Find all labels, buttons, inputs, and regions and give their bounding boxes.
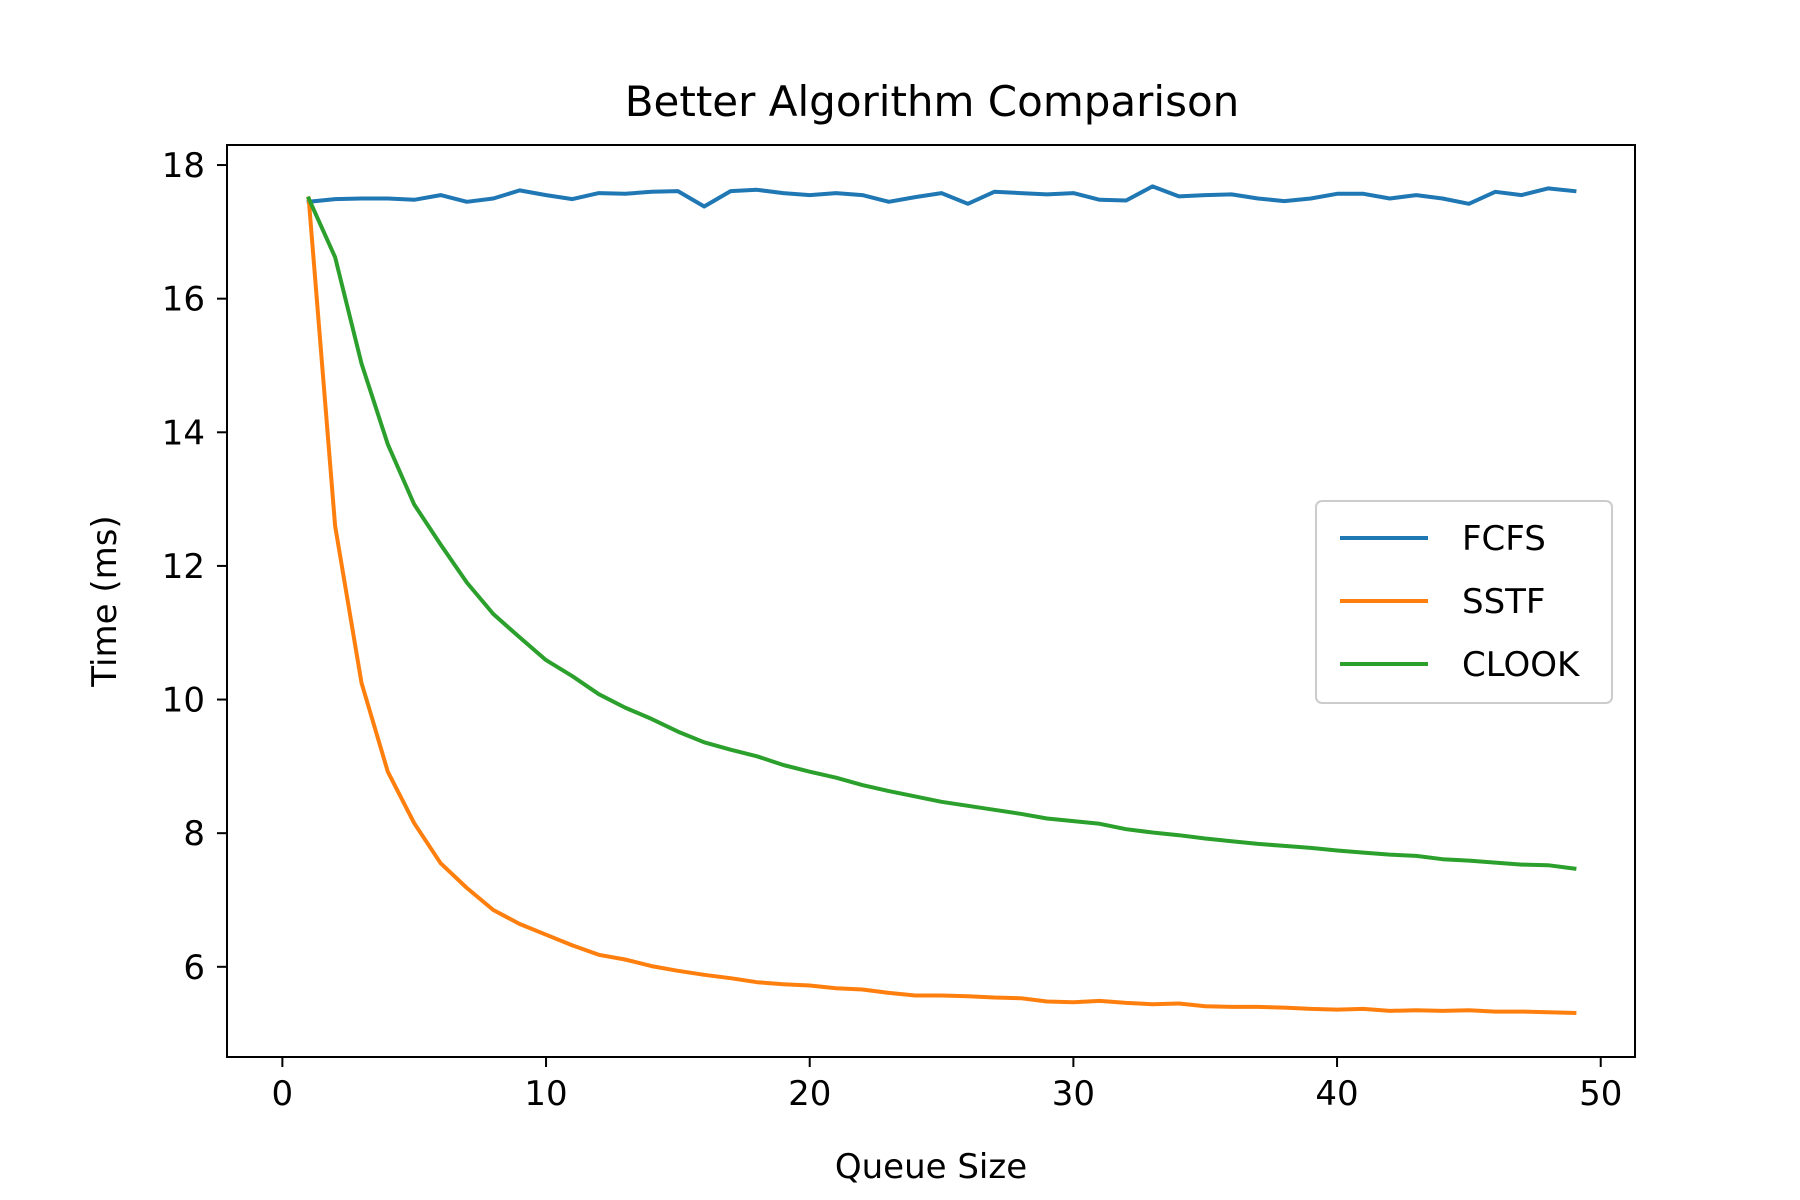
legend-label-clook: CLOOK	[1462, 645, 1581, 685]
x-tick-label: 20	[788, 1074, 831, 1114]
x-axis-label: Queue Size	[835, 1147, 1027, 1187]
series-group	[306, 184, 1577, 1015]
y-axis: 6 8 10 12 14 16 18	[162, 146, 227, 988]
x-tick-label: 10	[524, 1074, 567, 1114]
y-tick-label: 6	[183, 948, 205, 988]
series-line-fcfs	[306, 184, 1577, 209]
x-tick-label: 40	[1315, 1074, 1358, 1114]
legend: FCFS SSTF CLOOK	[1315, 500, 1613, 704]
plot-frame	[226, 144, 1636, 1058]
x-tick-label: 30	[1052, 1074, 1095, 1114]
y-tick-label: 14	[162, 413, 205, 453]
y-tick-label: 12	[162, 547, 205, 587]
x-axis: 0 10 20 30 40 50	[272, 1057, 1622, 1114]
legend-box	[1315, 500, 1613, 704]
y-axis-label: Time (ms)	[85, 515, 125, 687]
series-line-sstf	[306, 196, 1577, 1015]
x-tick-label: 0	[272, 1074, 294, 1114]
y-tick-label: 16	[162, 280, 205, 320]
x-tick-label: 50	[1579, 1074, 1622, 1114]
legend-label-fcfs: FCFS	[1462, 519, 1546, 559]
y-tick-label: 18	[162, 146, 205, 186]
y-tick-label: 8	[183, 814, 205, 854]
y-tick-label: 10	[162, 681, 205, 721]
series-line-clook	[306, 195, 1577, 871]
chart-title: Better Algorithm Comparison	[625, 77, 1240, 126]
legend-label-sstf: SSTF	[1462, 582, 1546, 622]
